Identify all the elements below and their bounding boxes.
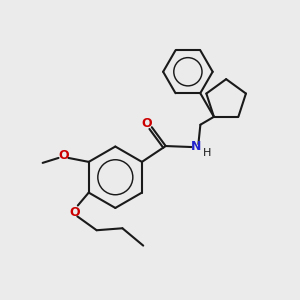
Text: O: O xyxy=(142,117,152,130)
Text: N: N xyxy=(191,140,202,152)
Text: O: O xyxy=(69,206,80,219)
Text: O: O xyxy=(58,149,69,162)
Text: H: H xyxy=(202,148,211,158)
